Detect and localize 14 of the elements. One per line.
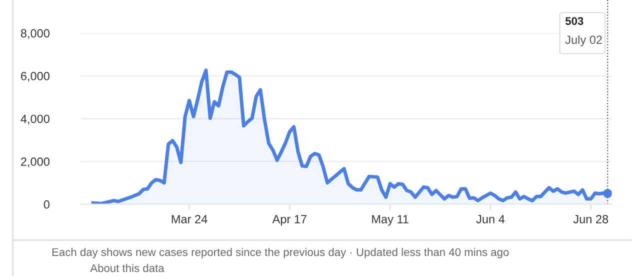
x-tick-label: Apr 17	[272, 215, 306, 226]
x-tick-label: Jun 28	[573, 214, 608, 224]
y-tick-label: 4,000	[20, 114, 50, 124]
y-tick-label: 2,000	[21, 157, 50, 168]
y-tick-label: 8,000	[20, 29, 50, 39]
text: About this data	[90, 264, 164, 272]
x-tick-label: Mar 24	[172, 214, 208, 224]
text: Each day shows new cases reported since the previous day · Updated less than 40 mins ago	[52, 248, 509, 258]
y-tick-label: 0	[44, 200, 50, 209]
x-tick-label: Jun 4	[476, 215, 505, 224]
annotation: July 02	[565, 35, 602, 46]
x-tick-label: May 11	[372, 215, 408, 226]
text: 503	[565, 17, 584, 25]
y-tick-label: 6,000	[21, 72, 50, 82]
